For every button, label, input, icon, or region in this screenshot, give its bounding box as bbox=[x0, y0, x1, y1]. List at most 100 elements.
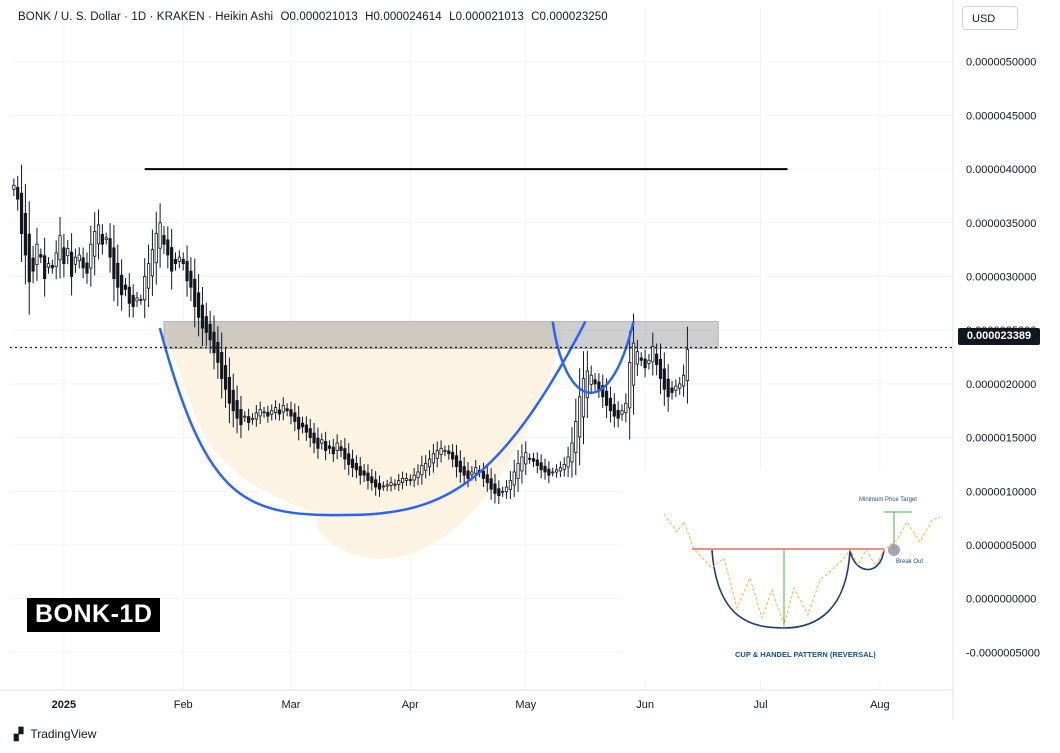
candle-body bbox=[281, 404, 285, 413]
candle-body bbox=[89, 243, 93, 269]
candle-body bbox=[66, 248, 70, 257]
candle-body bbox=[223, 365, 228, 390]
candle-body bbox=[104, 237, 108, 240]
candle-body bbox=[412, 474, 416, 481]
candle-body bbox=[250, 417, 255, 420]
candle-body bbox=[681, 374, 686, 387]
y-tick-label: 0.0000005000 bbox=[966, 540, 1036, 552]
candle-body bbox=[158, 222, 162, 249]
candle-body bbox=[401, 478, 405, 483]
candle-body bbox=[231, 389, 235, 412]
candle-body bbox=[462, 466, 466, 476]
candle-body bbox=[81, 257, 85, 269]
candle-body bbox=[551, 471, 555, 474]
candle-body bbox=[23, 212, 27, 256]
y-tick-label: 0.0000035000 bbox=[966, 218, 1036, 230]
candle-body bbox=[239, 409, 243, 426]
candle-body bbox=[674, 385, 678, 391]
candle-body bbox=[431, 453, 435, 464]
candle-body bbox=[62, 247, 66, 265]
candle-body bbox=[262, 411, 266, 414]
inset-price-path bbox=[663, 513, 941, 627]
ohlc-high: H0.000024614 bbox=[365, 11, 442, 23]
candle-body bbox=[143, 276, 147, 301]
candle-body bbox=[643, 358, 647, 369]
cup-fill-area bbox=[167, 321, 561, 559]
candle-body bbox=[181, 258, 185, 265]
candle-body bbox=[612, 404, 616, 417]
candle-body bbox=[247, 416, 251, 423]
brand-name[interactable]: TradingView bbox=[30, 727, 97, 741]
y-tick-label: 0.0000050000 bbox=[966, 57, 1036, 69]
candle-body bbox=[370, 476, 374, 484]
candle-body bbox=[454, 455, 459, 468]
candle-body bbox=[501, 490, 505, 493]
candle-body bbox=[624, 402, 628, 413]
candle-body bbox=[31, 257, 35, 272]
candle-body bbox=[170, 247, 174, 272]
candle-body bbox=[574, 421, 578, 453]
candle-body bbox=[285, 408, 289, 412]
candle-body bbox=[543, 465, 547, 473]
candle-body bbox=[135, 297, 139, 302]
candle-body bbox=[635, 351, 639, 365]
tradingview-logo-icon[interactable]: ▞ bbox=[14, 727, 24, 741]
candle-body bbox=[424, 462, 428, 471]
candle-body bbox=[531, 458, 536, 462]
inset-breakout-marker bbox=[888, 544, 900, 556]
candle-body bbox=[566, 456, 570, 468]
candle-body bbox=[162, 235, 166, 245]
currency-button[interactable]: USD bbox=[962, 6, 1018, 30]
candle-body bbox=[320, 439, 324, 444]
candle-body bbox=[639, 357, 643, 361]
candle-body bbox=[658, 358, 663, 379]
candle-body bbox=[578, 396, 582, 438]
candle-body bbox=[58, 235, 62, 261]
x-tick-label: Feb bbox=[174, 699, 193, 711]
candle-body bbox=[258, 409, 262, 417]
candle-body bbox=[43, 255, 47, 280]
candle-body bbox=[189, 270, 193, 288]
candle-body bbox=[420, 465, 424, 476]
candle-body bbox=[358, 466, 362, 476]
candle-body bbox=[381, 485, 385, 488]
candle-body bbox=[123, 284, 128, 290]
candle-body bbox=[39, 254, 43, 258]
handle-curve bbox=[551, 321, 635, 394]
cup-curve bbox=[158, 321, 587, 517]
candle-body bbox=[69, 251, 74, 277]
candle-body bbox=[304, 424, 308, 433]
y-tick-label: 0.0000030000 bbox=[966, 272, 1036, 284]
candle-body bbox=[362, 470, 366, 476]
candle-body bbox=[616, 409, 620, 419]
candle-body bbox=[512, 471, 516, 486]
candle-body bbox=[227, 376, 231, 404]
candle-body bbox=[393, 483, 397, 486]
candle-body bbox=[327, 445, 332, 449]
candle-body bbox=[524, 452, 528, 465]
candle-body bbox=[293, 412, 297, 422]
inset-cup-curve bbox=[711, 549, 851, 629]
candle-body bbox=[601, 385, 605, 398]
symbol-title[interactable]: BONK / U. S. Dollar · 1D · KRAKEN · Heik… bbox=[18, 11, 274, 23]
candle-body bbox=[120, 274, 124, 296]
candle-body bbox=[343, 448, 347, 460]
candle-body bbox=[439, 447, 443, 455]
candle-body bbox=[408, 479, 412, 481]
candle-body bbox=[308, 428, 312, 439]
y-tick-label: 0.0000045000 bbox=[966, 110, 1036, 122]
candle-body bbox=[366, 472, 370, 481]
candle-body bbox=[458, 460, 462, 473]
candle-body bbox=[85, 262, 89, 274]
candle-body bbox=[651, 345, 655, 363]
candle-body bbox=[27, 233, 31, 283]
candle-body bbox=[204, 316, 208, 333]
candle-body bbox=[547, 468, 551, 476]
candle-body bbox=[19, 192, 24, 234]
candle-body bbox=[312, 432, 316, 444]
candle-body bbox=[647, 359, 651, 364]
candle-body bbox=[324, 441, 328, 451]
candle-body bbox=[628, 362, 632, 409]
candle-body bbox=[316, 437, 320, 449]
